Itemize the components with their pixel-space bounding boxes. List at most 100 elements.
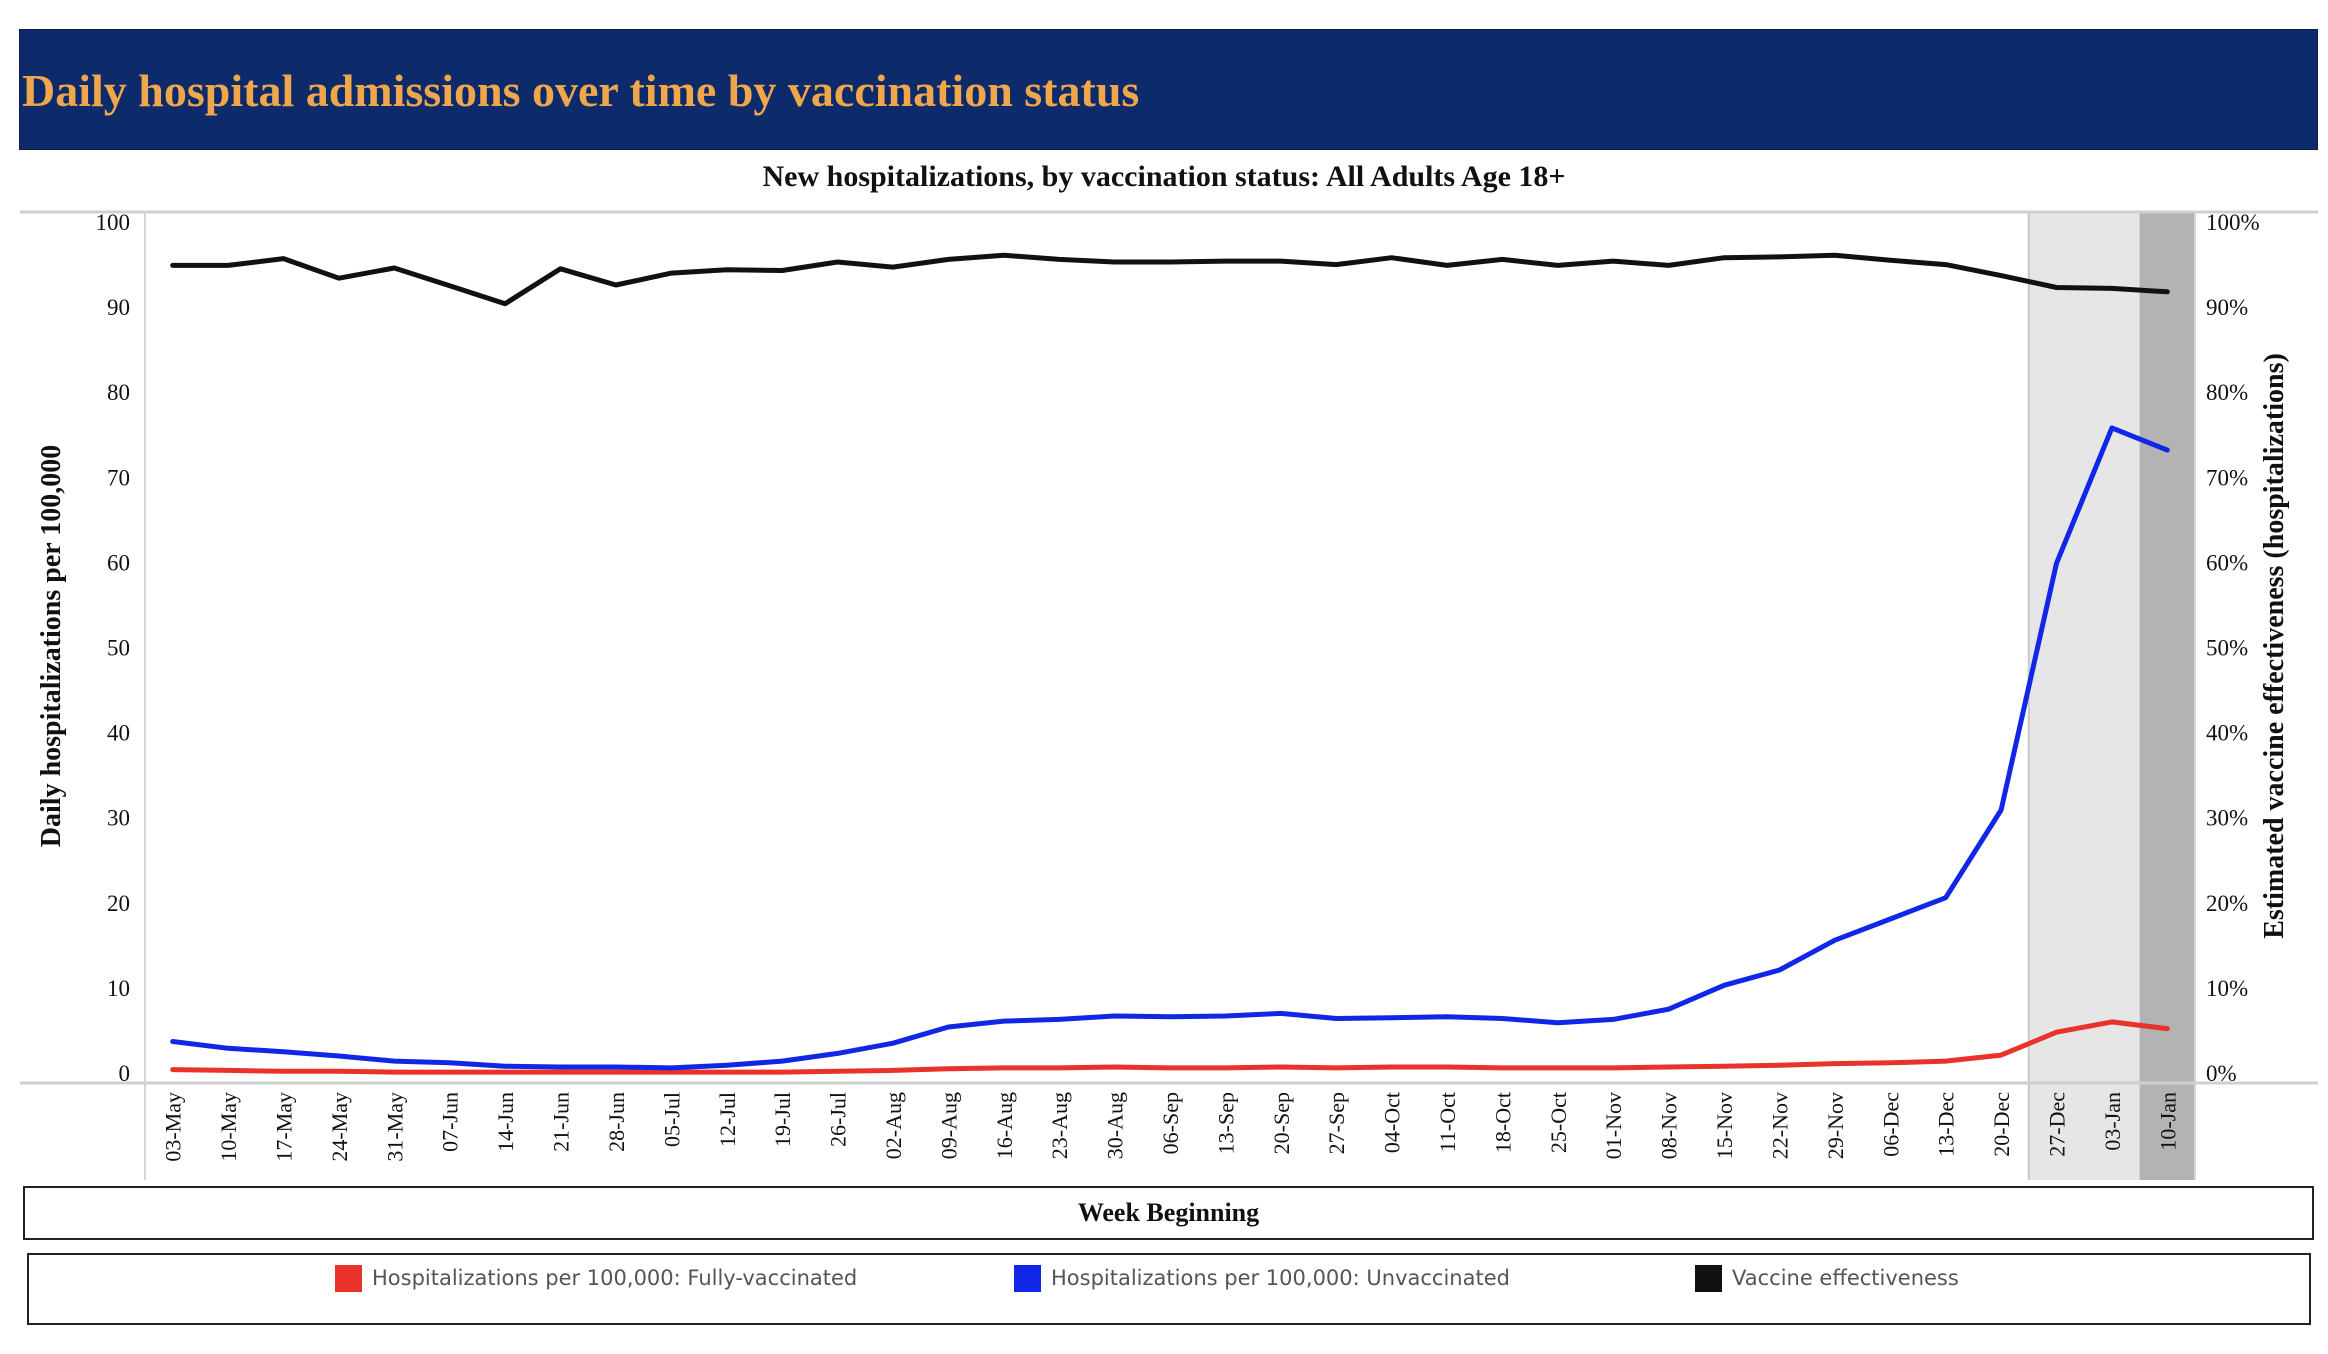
data-point-hospitalizations-per-100-000-fully-vaccinated [171, 1068, 175, 1072]
y2-tick-label: 70% [2206, 465, 2248, 490]
y-tick-label: 20 [107, 891, 130, 916]
data-point-hospitalizations-per-100-000-fully-vaccinated [2055, 1030, 2058, 1034]
y-tick-label: 100 [96, 210, 131, 235]
data-point-vaccine-effectiveness [725, 268, 729, 272]
y-tick-label: 60 [107, 550, 130, 575]
data-point-hospitalizations-per-100-000-fully-vaccinated [1833, 1062, 1837, 1066]
y2-tick-label: 10% [2206, 976, 2248, 1001]
x-tick-label: 11-Oct [1435, 1092, 1460, 1152]
x-tick-label: 23-Aug [1047, 1092, 1072, 1159]
data-point-hospitalizations-per-100-000-fully-vaccinated [1445, 1065, 1449, 1069]
data-point-hospitalizations-per-100-000-unvaccinated [1390, 1016, 1394, 1020]
data-point-hospitalizations-per-100-000-fully-vaccinated [392, 1070, 396, 1074]
y-tick-label: 70 [107, 465, 130, 490]
data-point-hospitalizations-per-100-000-fully-vaccinated [1113, 1065, 1117, 1069]
data-point-hospitalizations-per-100-000-fully-vaccinated [282, 1069, 285, 1073]
y-tick-label: 90 [107, 295, 130, 320]
y2-tick-label: 30% [2206, 806, 2248, 831]
x-tick-label: 09-Aug [936, 1092, 961, 1159]
x-tick-label: 13-Dec [1934, 1092, 1959, 1157]
x-tick-label: 03-Jan [2100, 1092, 2125, 1151]
data-point-vaccine-effectiveness [1445, 263, 1449, 267]
data-point-hospitalizations-per-100-000-unvaccinated [1334, 1017, 1338, 1020]
data-point-hospitalizations-per-100-000-fully-vaccinated [2110, 1020, 2114, 1024]
x-tick-label: 20-Dec [1989, 1092, 2014, 1157]
y-tick-label: 30 [107, 806, 130, 831]
data-point-hospitalizations-per-100-000-unvaccinated [448, 1061, 452, 1065]
x-tick-label: 20-Sep [1269, 1092, 1294, 1154]
x-tick-label: 21-Jun [549, 1092, 574, 1152]
y2-tick-label: 50% [2206, 636, 2248, 661]
data-point-hospitalizations-per-100-000-unvaccinated [946, 1025, 950, 1029]
x-tick-label: 13-Sep [1213, 1092, 1238, 1154]
data-point-hospitalizations-per-100-000-unvaccinated [226, 1046, 230, 1050]
legend-swatch-unvaccinated [1014, 1264, 1041, 1292]
x-tick-label: 10-Jan [2155, 1092, 2180, 1151]
data-point-vaccine-effectiveness [1113, 260, 1117, 264]
data-point-hospitalizations-per-100-000-unvaccinated [836, 1051, 840, 1055]
legend-item-unvaccinated[interactable]: Hospitalizations per 100,000: Unvaccinat… [1014, 1263, 1510, 1293]
data-point-vaccine-effectiveness [1223, 259, 1227, 263]
y2-tick-label: 60% [2206, 550, 2248, 575]
x-tick-label: 12-Jul [715, 1092, 740, 1147]
data-point-hospitalizations-per-100-000-fully-vaccinated [614, 1070, 618, 1074]
legend-swatch-vaccine-effectiveness [1695, 1264, 1722, 1292]
data-point-hospitalizations-per-100-000-unvaccinated [1667, 1007, 1671, 1011]
data-point-hospitalizations-per-100-000-unvaccinated [1057, 1017, 1061, 1021]
x-tick-label: 25-Oct [1546, 1092, 1571, 1153]
data-point-hospitalizations-per-100-000-fully-vaccinated [1168, 1066, 1172, 1070]
data-point-hospitalizations-per-100-000-fully-vaccinated [1999, 1053, 2003, 1057]
chart-plot[interactable]: 0 10 20 30 40 50 60 70 80 90 100 0% 10% 20% 30% 40% 50% 6… [0, 0, 2328, 1190]
legend-item-vaccine-effectiveness[interactable]: Vaccine effectiveness [1695, 1263, 1959, 1293]
data-point-vaccine-effectiveness [2055, 286, 2058, 289]
data-point-hospitalizations-per-100-000-fully-vaccinated [337, 1069, 341, 1073]
data-point-hospitalizations-per-100-000-unvaccinated [337, 1054, 341, 1058]
x-tick-label: 10-May [216, 1092, 241, 1162]
data-point-vaccine-effectiveness [891, 265, 895, 269]
data-point-hospitalizations-per-100-000-fully-vaccinated [725, 1070, 729, 1074]
legend-item-fully-vaccinated[interactable]: Hospitalizations per 100,000: Fully-vacc… [335, 1263, 857, 1293]
data-point-hospitalizations-per-100-000-unvaccinated [780, 1059, 784, 1063]
data-point-hospitalizations-per-100-000-fully-vaccinated [1778, 1063, 1781, 1067]
data-point-hospitalizations-per-100-000-fully-vaccinated [1722, 1064, 1726, 1068]
data-point-hospitalizations-per-100-000-unvaccinated [171, 1040, 175, 1043]
data-point-vaccine-effectiveness [1944, 263, 1948, 267]
x-tick-label: 06-Dec [1878, 1092, 1903, 1157]
x-tick-label: 29-Nov [1823, 1092, 1848, 1159]
x-tick-label: 05-Jul [659, 1092, 684, 1147]
legend-label-fully-vaccinated: Hospitalizations per 100,000: Fully-vacc… [372, 1266, 858, 1290]
data-point-vaccine-effectiveness [1888, 258, 1892, 262]
data-point-vaccine-effectiveness [1390, 256, 1394, 260]
data-point-hospitalizations-per-100-000-unvaccinated [503, 1064, 507, 1068]
y-tick-label: 0 [119, 1061, 131, 1086]
data-point-hospitalizations-per-100-000-unvaccinated [1888, 917, 1892, 921]
data-point-hospitalizations-per-100-000-unvaccinated [1611, 1017, 1615, 1021]
data-point-hospitalizations-per-100-000-fully-vaccinated [448, 1070, 452, 1074]
data-point-hospitalizations-per-100-000-unvaccinated [1168, 1015, 1172, 1019]
data-point-hospitalizations-per-100-000-fully-vaccinated [1002, 1066, 1006, 1070]
data-point-hospitalizations-per-100-000-unvaccinated [1556, 1021, 1560, 1025]
chart-title: New hospitalizations, by vaccination sta… [762, 160, 1566, 193]
data-point-vaccine-effectiveness [448, 284, 452, 288]
data-point-vaccine-effectiveness [171, 263, 175, 267]
data-point-hospitalizations-per-100-000-fully-vaccinated [836, 1069, 840, 1073]
data-point-hospitalizations-per-100-000-unvaccinated [1778, 968, 1781, 972]
y2-tick-label: 40% [2206, 721, 2248, 746]
data-point-hospitalizations-per-100-000-unvaccinated [1279, 1011, 1283, 1015]
data-point-hospitalizations-per-100-000-unvaccinated [1999, 808, 2003, 812]
x-tick-label: 18-Oct [1490, 1092, 1515, 1153]
data-point-vaccine-effectiveness [1279, 259, 1283, 263]
y2-tick-label: 90% [2206, 295, 2248, 320]
data-point-vaccine-effectiveness [1057, 257, 1061, 261]
data-point-hospitalizations-per-100-000-unvaccinated [2165, 448, 2169, 452]
y-tick-label: 10 [107, 976, 130, 1001]
data-point-hospitalizations-per-100-000-unvaccinated [614, 1065, 618, 1069]
data-point-hospitalizations-per-100-000-fully-vaccinated [1667, 1065, 1671, 1069]
data-point-hospitalizations-per-100-000-unvaccinated [725, 1063, 729, 1067]
data-point-hospitalizations-per-100-000-fully-vaccinated [503, 1070, 507, 1074]
data-point-hospitalizations-per-100-000-fully-vaccinated [1611, 1066, 1615, 1070]
data-point-hospitalizations-per-100-000-unvaccinated [1722, 983, 1726, 987]
data-point-vaccine-effectiveness [836, 260, 840, 264]
x-tick-label: 27-Dec [2044, 1092, 2069, 1157]
data-point-hospitalizations-per-100-000-unvaccinated [1833, 938, 1837, 942]
